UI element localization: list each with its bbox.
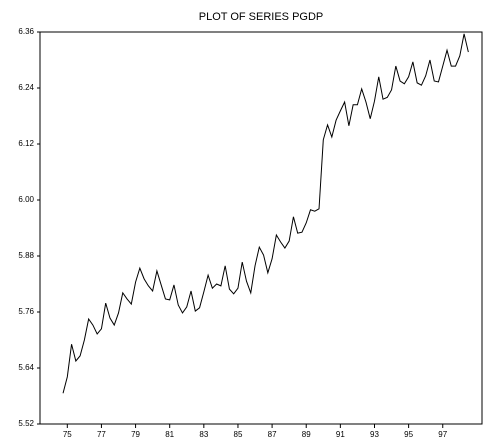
x-tick-label: 79 bbox=[131, 430, 140, 439]
chart-title: PLOT OF SERIES PGDP bbox=[199, 11, 324, 23]
y-tick-label: 5.64 bbox=[18, 363, 34, 372]
x-tick-label: 75 bbox=[63, 430, 72, 439]
x-tick-label: 83 bbox=[199, 430, 208, 439]
plot-frame bbox=[39, 31, 483, 425]
x-tick-label: 93 bbox=[370, 430, 379, 439]
y-tick-label: 6.36 bbox=[18, 27, 34, 36]
y-tick-label: 6.24 bbox=[18, 83, 34, 92]
y-tick-label: 6.00 bbox=[18, 195, 34, 204]
x-tick-label: 89 bbox=[302, 430, 311, 439]
x-tick-label: 87 bbox=[268, 430, 277, 439]
x-tick-label: 85 bbox=[234, 430, 243, 439]
y-tick-label: 6.12 bbox=[18, 139, 34, 148]
x-tick-label: 95 bbox=[404, 430, 413, 439]
y-tick-label: 5.76 bbox=[18, 307, 34, 316]
x-tick-label: 97 bbox=[438, 430, 447, 439]
series-line bbox=[62, 33, 469, 394]
y-tick-label: 5.88 bbox=[18, 251, 34, 260]
y-tick-label: 5.52 bbox=[18, 419, 34, 428]
x-tick-label: 91 bbox=[336, 430, 345, 439]
x-tick-label: 81 bbox=[165, 430, 174, 439]
x-tick-label: 77 bbox=[97, 430, 106, 439]
